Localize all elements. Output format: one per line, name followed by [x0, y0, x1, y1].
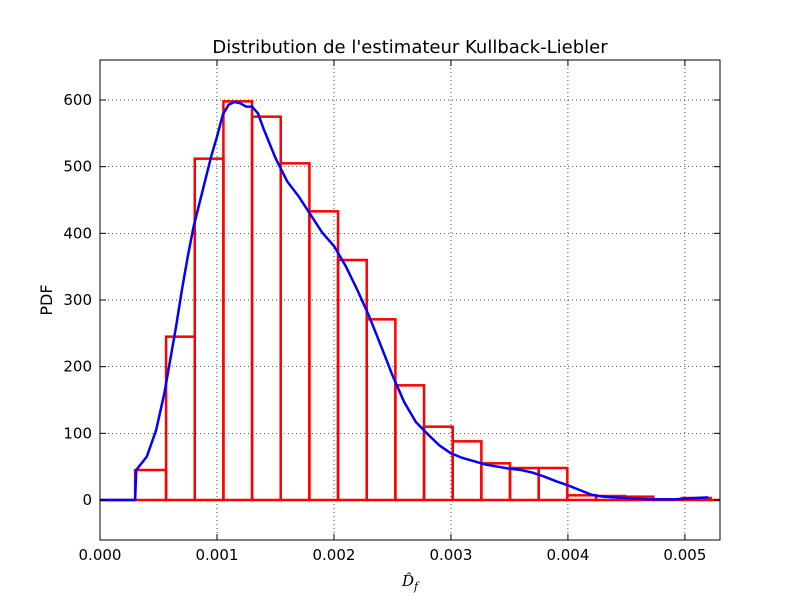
y-tick-label: 300	[63, 291, 92, 309]
y-tick-label: 600	[63, 91, 92, 109]
x-tick-label: 0.002	[312, 546, 355, 564]
x-tick-label: 0.004	[546, 546, 589, 564]
axis-ticks: 0.000 0.001 0.002 0.003 0.004 0.005 0 100 200 300…	[63, 60, 720, 564]
y-tick-label: 0	[82, 491, 92, 509]
y-tick-label: 400	[63, 224, 92, 242]
y-tick-label: 100	[63, 424, 92, 442]
x-tick-label: 0.000	[79, 546, 122, 564]
grid-lines	[100, 60, 720, 540]
y-tick-label: 500	[63, 158, 92, 176]
x-tick-label: 0.001	[196, 546, 239, 564]
y-tick-label: 200	[63, 358, 92, 376]
x-axis-label: D̂f	[401, 572, 420, 593]
x-tick-label: 0.005	[663, 546, 706, 564]
x-axis-label-subscript: f	[413, 580, 420, 593]
chart-title: Distribution de l'estimateur Kullback-Li…	[212, 37, 608, 58]
x-axis-label-main: D̂	[401, 572, 414, 590]
y-axis-label: PDF	[37, 284, 56, 315]
density-curve	[100, 100, 709, 502]
x-tick-label: 0.003	[429, 546, 472, 564]
